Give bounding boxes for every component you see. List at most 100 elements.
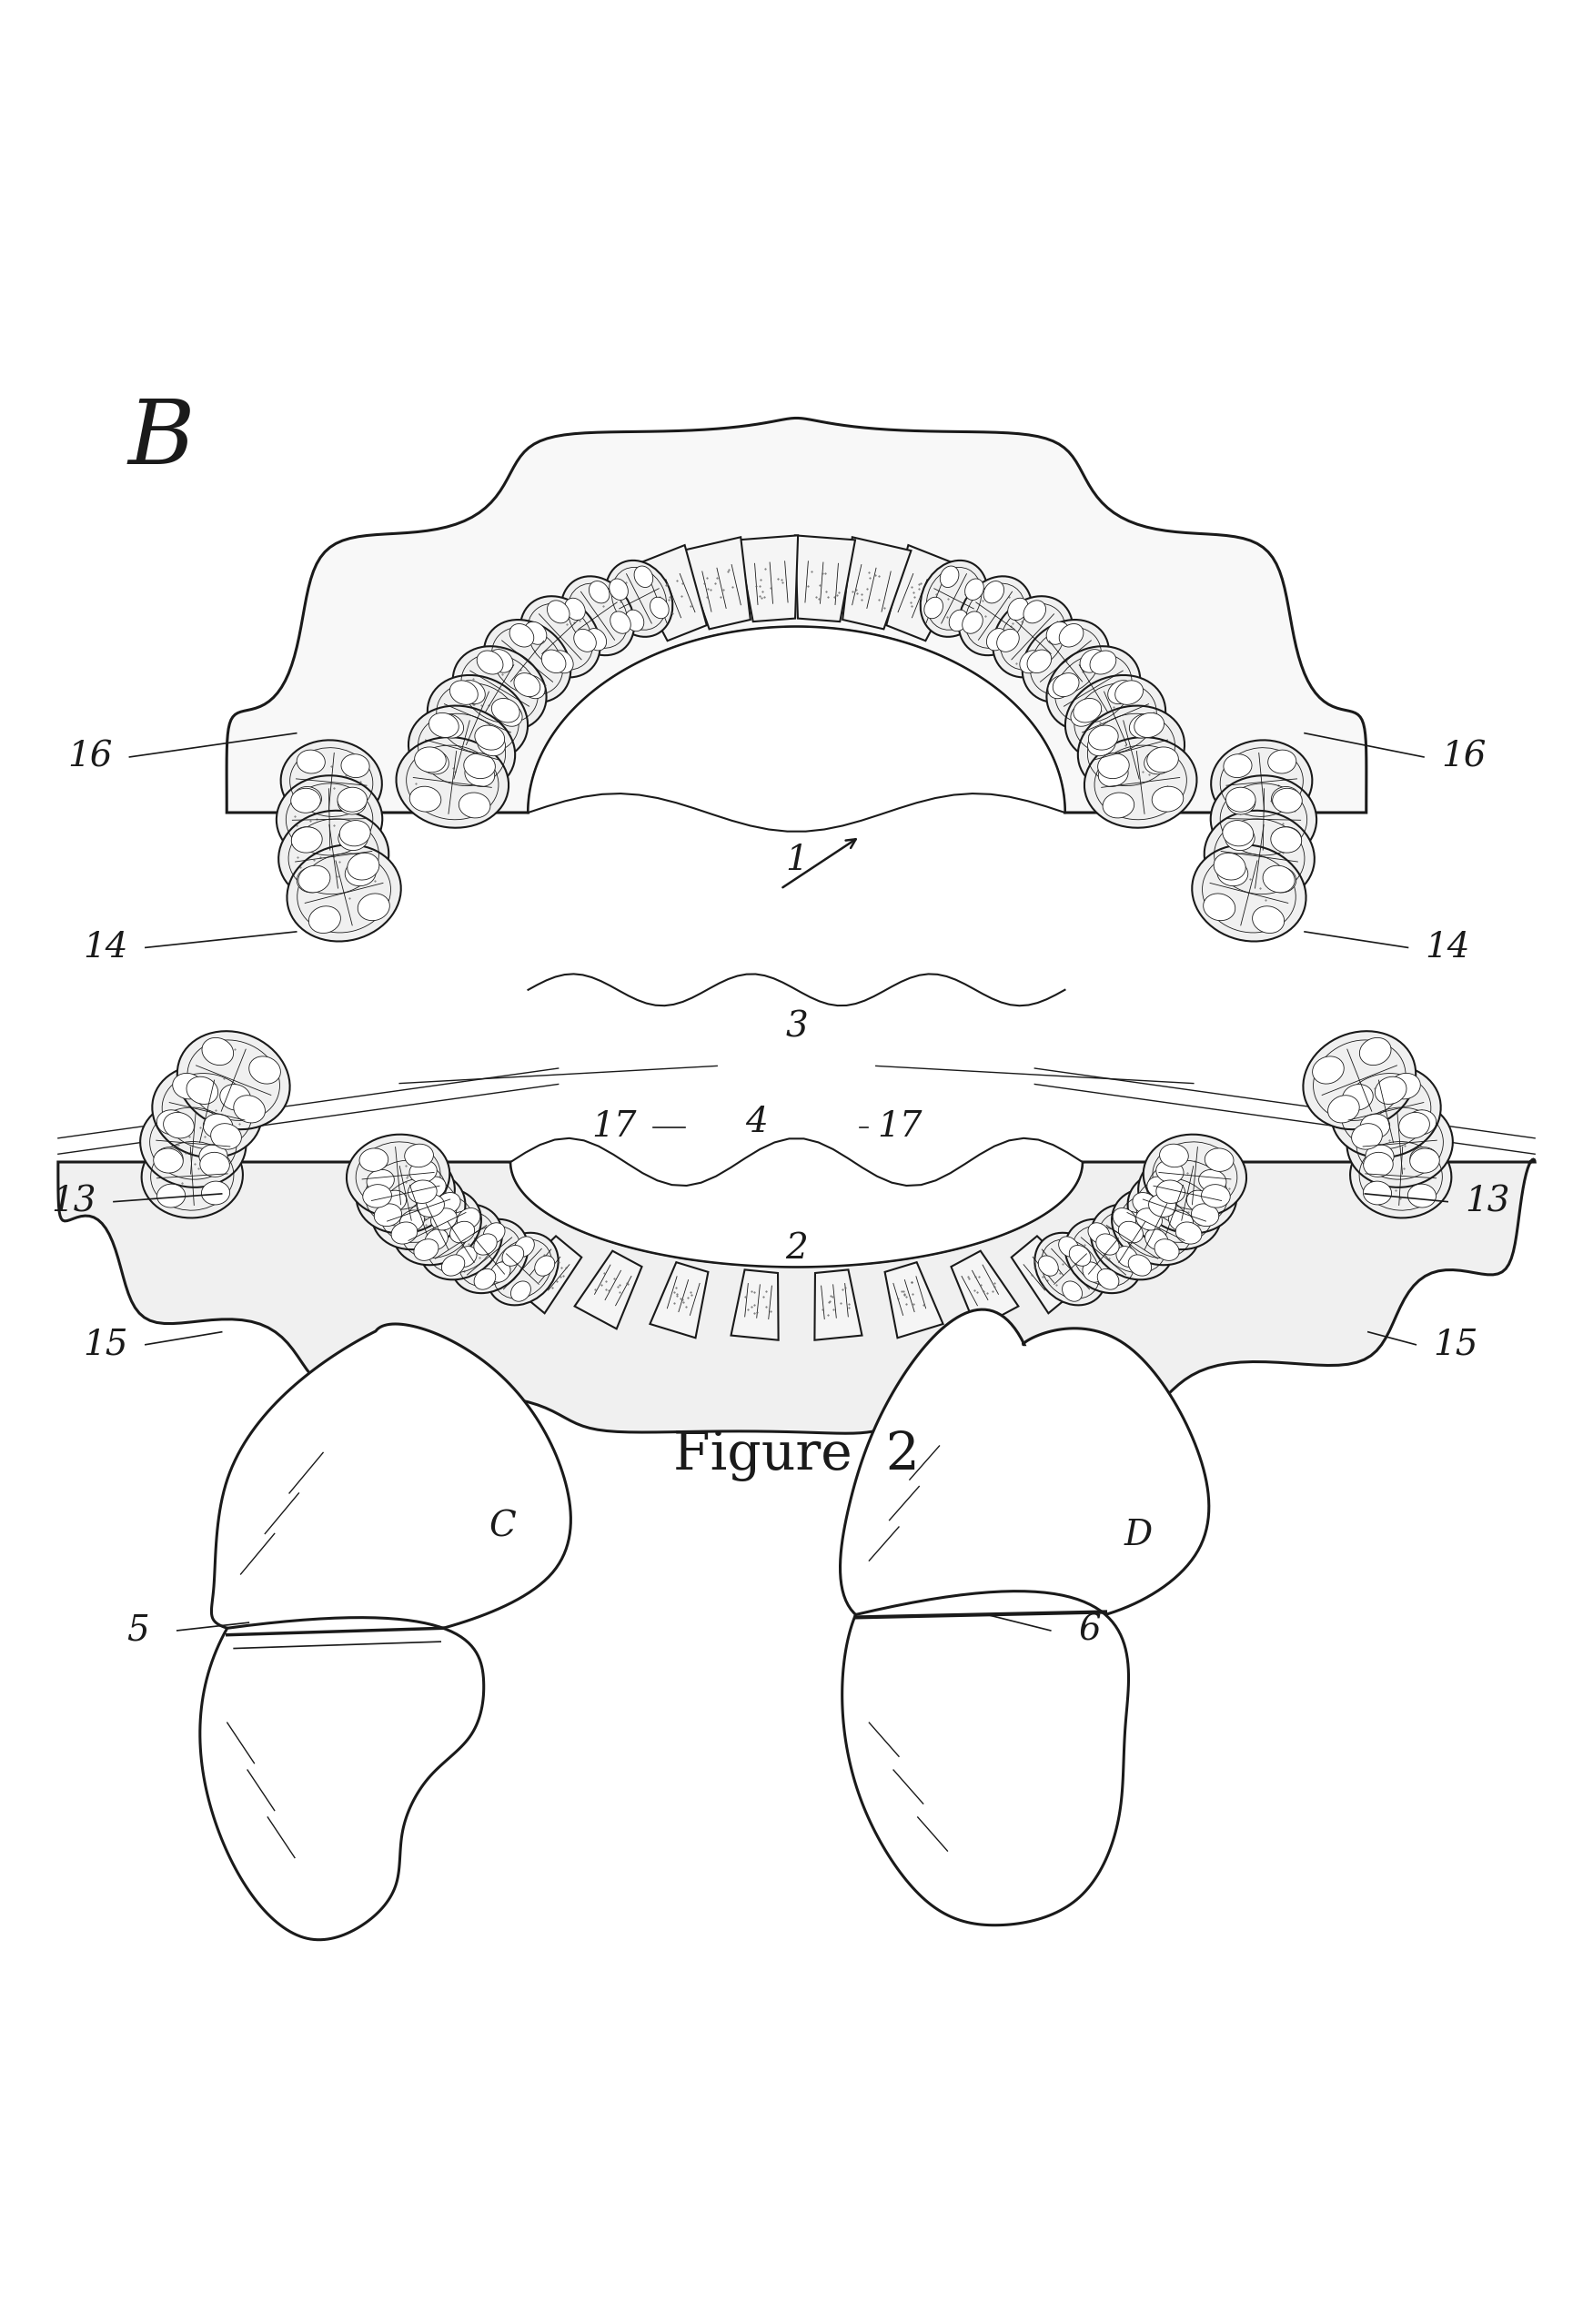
Ellipse shape — [220, 1085, 250, 1111]
Ellipse shape — [464, 753, 495, 779]
Ellipse shape — [997, 630, 1020, 651]
Ellipse shape — [142, 1134, 242, 1218]
Ellipse shape — [561, 576, 634, 655]
Ellipse shape — [449, 681, 478, 704]
Ellipse shape — [524, 623, 546, 644]
Ellipse shape — [347, 853, 379, 881]
Ellipse shape — [1160, 1143, 1188, 1167]
Ellipse shape — [1080, 648, 1104, 672]
Ellipse shape — [1313, 1057, 1344, 1083]
Ellipse shape — [1217, 860, 1247, 885]
Ellipse shape — [1410, 1148, 1438, 1171]
Ellipse shape — [430, 1208, 457, 1229]
Polygon shape — [529, 627, 1064, 832]
Polygon shape — [682, 537, 750, 630]
Ellipse shape — [962, 611, 983, 634]
Ellipse shape — [959, 576, 1032, 655]
Ellipse shape — [1360, 1113, 1389, 1139]
Ellipse shape — [1265, 867, 1297, 892]
Ellipse shape — [1375, 1076, 1407, 1104]
Ellipse shape — [374, 1204, 401, 1227]
Polygon shape — [840, 1308, 1209, 1631]
Ellipse shape — [589, 581, 610, 604]
Ellipse shape — [408, 706, 515, 795]
Ellipse shape — [186, 1076, 218, 1104]
Polygon shape — [226, 418, 1367, 813]
Ellipse shape — [280, 739, 382, 825]
Polygon shape — [575, 1250, 642, 1329]
Ellipse shape — [1102, 792, 1134, 818]
Ellipse shape — [1271, 827, 1301, 853]
Ellipse shape — [296, 751, 325, 774]
Ellipse shape — [1201, 1185, 1230, 1208]
Ellipse shape — [456, 1246, 476, 1267]
Ellipse shape — [452, 646, 546, 730]
Ellipse shape — [1098, 753, 1129, 779]
Ellipse shape — [1039, 1255, 1058, 1276]
Ellipse shape — [347, 1134, 449, 1218]
Ellipse shape — [992, 597, 1072, 676]
Ellipse shape — [573, 630, 596, 651]
Polygon shape — [738, 535, 798, 621]
Ellipse shape — [492, 700, 519, 723]
Ellipse shape — [419, 1204, 502, 1281]
Ellipse shape — [1263, 865, 1295, 892]
Ellipse shape — [1169, 1211, 1193, 1232]
Ellipse shape — [478, 732, 505, 755]
Ellipse shape — [489, 648, 513, 672]
Ellipse shape — [417, 1195, 444, 1218]
Ellipse shape — [153, 1148, 183, 1174]
Polygon shape — [843, 1592, 1128, 1924]
Ellipse shape — [475, 725, 505, 751]
Ellipse shape — [1074, 700, 1101, 723]
Ellipse shape — [586, 627, 607, 651]
Ellipse shape — [425, 1229, 448, 1250]
Ellipse shape — [1112, 1188, 1200, 1264]
Ellipse shape — [650, 597, 669, 618]
Text: 15: 15 — [83, 1327, 129, 1362]
Ellipse shape — [609, 579, 628, 600]
Polygon shape — [511, 1139, 1082, 1267]
Ellipse shape — [400, 1211, 424, 1232]
Ellipse shape — [210, 1122, 242, 1150]
Ellipse shape — [1088, 725, 1118, 751]
Ellipse shape — [986, 627, 1007, 651]
Ellipse shape — [1252, 906, 1284, 934]
Polygon shape — [508, 1236, 581, 1313]
Ellipse shape — [292, 827, 322, 851]
Ellipse shape — [1204, 1148, 1233, 1171]
Ellipse shape — [279, 811, 389, 902]
Ellipse shape — [1134, 713, 1164, 737]
Ellipse shape — [153, 1064, 261, 1157]
Ellipse shape — [1083, 1262, 1102, 1283]
Ellipse shape — [397, 737, 508, 827]
Ellipse shape — [542, 651, 566, 674]
Ellipse shape — [1348, 1099, 1453, 1188]
Text: Figure  2: Figure 2 — [674, 1429, 919, 1480]
Ellipse shape — [1187, 1190, 1212, 1213]
Ellipse shape — [287, 844, 401, 941]
Ellipse shape — [1364, 1181, 1392, 1204]
Ellipse shape — [1343, 1085, 1373, 1111]
Ellipse shape — [457, 1208, 479, 1229]
Polygon shape — [201, 1618, 484, 1941]
Polygon shape — [731, 1269, 779, 1341]
Ellipse shape — [1359, 1039, 1391, 1064]
Ellipse shape — [1035, 1232, 1106, 1306]
Ellipse shape — [487, 1232, 558, 1306]
Ellipse shape — [1157, 1181, 1185, 1204]
Ellipse shape — [409, 1160, 436, 1183]
Polygon shape — [951, 1250, 1018, 1329]
Ellipse shape — [1303, 1032, 1416, 1129]
Ellipse shape — [610, 611, 631, 634]
Ellipse shape — [1273, 788, 1301, 813]
Text: D: D — [1123, 1518, 1152, 1552]
Ellipse shape — [1096, 1234, 1120, 1255]
Ellipse shape — [1090, 651, 1117, 674]
Text: C: C — [489, 1511, 516, 1543]
Ellipse shape — [1088, 1222, 1110, 1243]
Ellipse shape — [1053, 674, 1078, 697]
Ellipse shape — [1107, 681, 1134, 704]
Ellipse shape — [1115, 681, 1144, 704]
Ellipse shape — [427, 676, 527, 762]
